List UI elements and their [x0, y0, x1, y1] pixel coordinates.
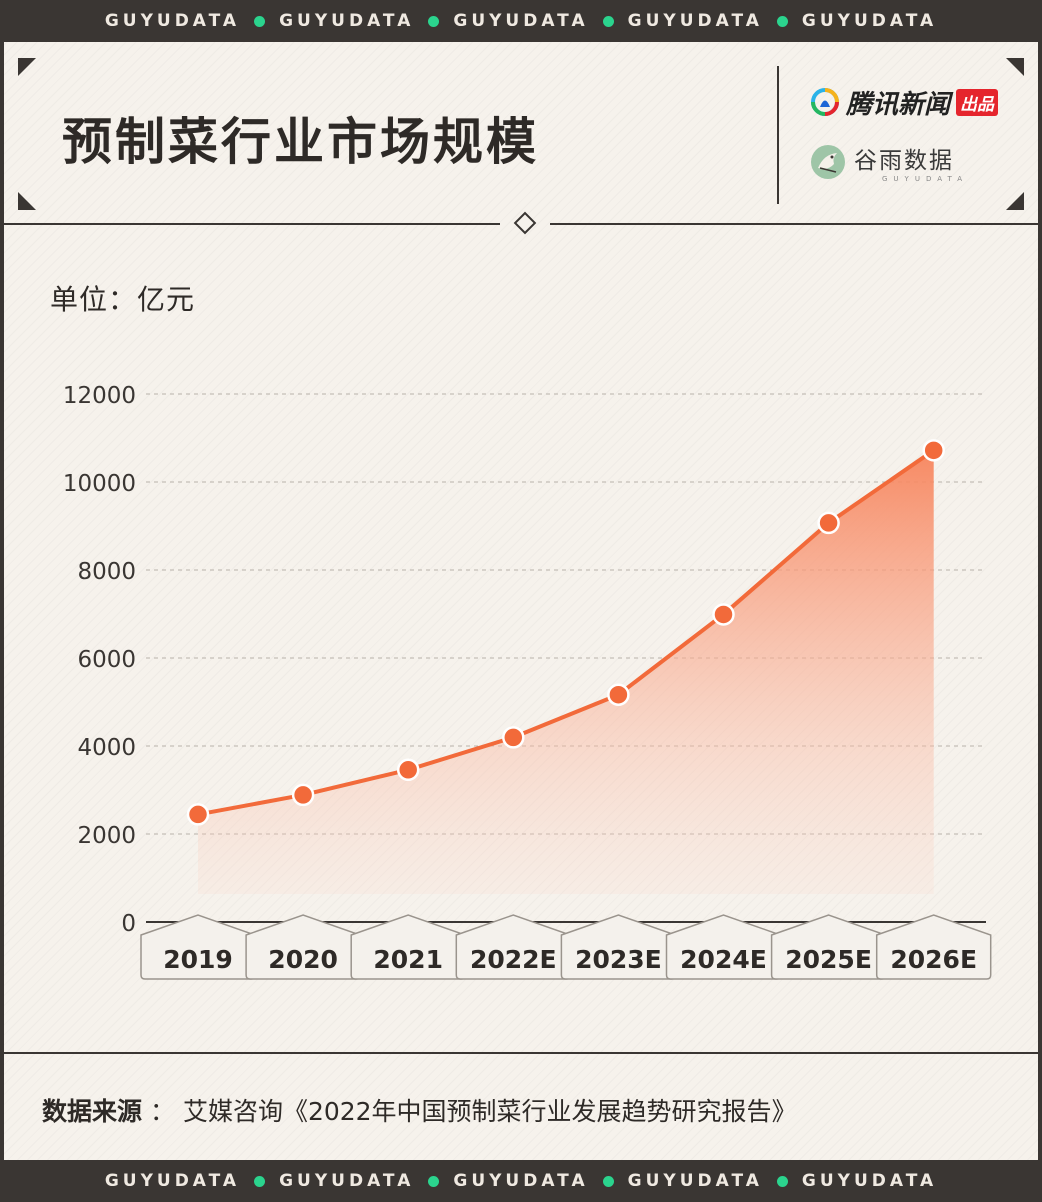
banner-word: GUYUDATA [627, 11, 763, 31]
x-label-box [875, 914, 992, 980]
x-tick-label: 2025E [785, 945, 872, 974]
banner-dot-icon [254, 1175, 266, 1187]
guyu-data-brand: 谷雨数据 GUYUDATA [810, 142, 968, 183]
y-tick-label: 8000 [77, 559, 136, 585]
banner-dot-icon [602, 1175, 614, 1187]
data-point [291, 783, 315, 807]
x-tick-label: 2022E [470, 945, 557, 974]
y-tick-label: 12000 [63, 383, 136, 409]
banner-word: GUYUDATA [279, 1171, 415, 1191]
tencent-news-logo-icon [811, 88, 839, 116]
x-tick-label: 2021 [373, 945, 443, 974]
bird-logo-icon [811, 145, 845, 179]
data-point [712, 603, 735, 626]
data-source: 数据来源 ： 艾媒咨询《2022年中国预制菜行业发展趋势研究报告》 [42, 1092, 797, 1128]
banner-word: GUYUDATA [453, 11, 589, 31]
brand-primary-name: 腾讯新闻 [846, 89, 951, 120]
banner-word: GUYUDATA [104, 11, 241, 31]
chart-card: 预制菜行业市场规模 腾讯新闻 出品 谷雨数据 GUYUDATA 单位：亿元 [4, 42, 1038, 1160]
banner-dot-icon [776, 15, 788, 27]
banner-word: GUYUDATA [453, 1171, 589, 1191]
banner-word: GUYUDATA [801, 1171, 938, 1191]
brand-primary-tag: 出品 [956, 88, 999, 116]
corner-mark-bottom-right [1006, 192, 1024, 210]
source-label: 数据来源 [42, 1097, 143, 1126]
source-separator: ： [149, 1097, 175, 1126]
divider-left [4, 223, 500, 225]
x-tick-label: 2024E [680, 945, 767, 974]
unit-label: 单位：亿元 [50, 283, 196, 316]
page-title: 预制菜行业市场规模 [62, 113, 539, 171]
header-divider [777, 66, 779, 204]
data-point [922, 439, 945, 462]
banner-dot-icon [776, 1175, 788, 1187]
banner-word: GUYUDATA [279, 11, 415, 31]
banner-word: GUYUDATA [104, 1171, 241, 1191]
banner-dot-icon [428, 1175, 440, 1187]
source-text: 艾媒咨询《2022年中国预制菜行业发展趋势研究报告》 [182, 1097, 797, 1126]
series-line [197, 448, 935, 817]
bottom-banner: GUYUDATA GUYUDATA GUYUDATA GUYUDATA GUYUDATA [0, 1160, 1042, 1202]
brand-secondary-name: 谷雨数据 [854, 148, 954, 174]
data-point [502, 726, 525, 749]
data-point [186, 803, 210, 826]
top-banner: GUYUDATA GUYUDATA GUYUDATA GUYUDATA GUYUDATA [0, 0, 1042, 42]
y-tick-label: 0 [121, 911, 136, 937]
y-tick-label: 2000 [77, 823, 136, 849]
banner-word: GUYUDATA [801, 11, 938, 31]
y-tick-label: 4000 [77, 735, 136, 761]
area-chart: 0 2000 4000 6000 8000 10000 12000 2019 2020 2021… [63, 383, 992, 980]
x-tick-label: 2023E [575, 945, 662, 974]
banner-dot-icon [428, 15, 440, 27]
x-tick-label: 2019 [163, 945, 233, 974]
divider-right [550, 223, 1038, 225]
banner-word: GUYUDATA [627, 1171, 763, 1191]
footer-divider [4, 1052, 1038, 1054]
data-point [607, 683, 630, 706]
banner-dot-icon [602, 15, 614, 27]
tencent-news-brand: 腾讯新闻 出品 [810, 84, 999, 120]
area-fill [198, 450, 934, 894]
x-tick-label: 2020 [268, 945, 338, 974]
y-tick-label: 6000 [77, 647, 136, 673]
brand-secondary-subtitle: GUYUDATA [882, 175, 968, 183]
y-tick-label: 10000 [63, 471, 136, 497]
corner-mark-top-left [18, 58, 36, 76]
banner-dot-icon [254, 15, 266, 27]
data-point [396, 758, 420, 782]
corner-mark-bottom-left [18, 192, 36, 210]
x-tick-label: 2026E [890, 945, 977, 974]
corner-mark-top-right [1006, 58, 1024, 76]
data-point [817, 511, 840, 535]
